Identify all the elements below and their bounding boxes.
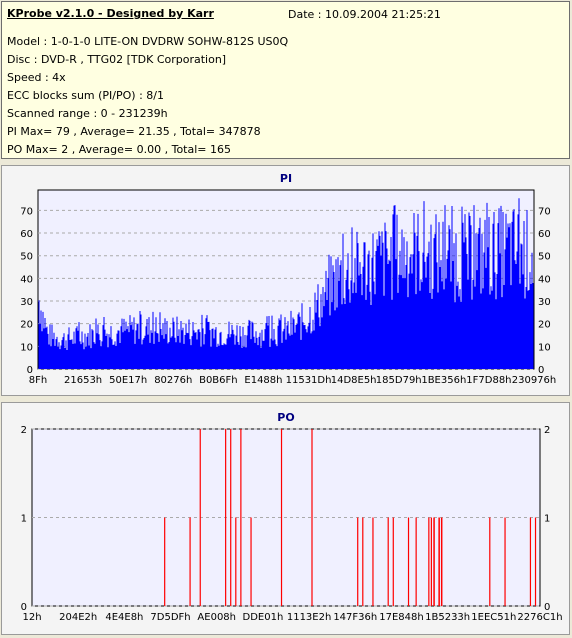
po-bar — [428, 517, 430, 606]
po-bar — [225, 429, 227, 606]
po-bar — [407, 517, 410, 606]
chart-title: PI — [280, 172, 292, 185]
x-tick-label: 185D79h — [376, 375, 422, 386]
po-bar — [372, 517, 374, 606]
pi-chart: PI 0 0 10 10 20 20 30 30 40 40 50 50 60 60 70 70 8Fh 21653… — [20, 172, 557, 386]
x-tick-label: 1F7D88h — [466, 375, 511, 386]
speed-line: Speed : 4x — [7, 71, 66, 84]
scan-date: Date : 10.09.2004 21:25:21 — [288, 8, 441, 21]
y-tick-label-left: 2 — [21, 425, 27, 436]
po-bar — [387, 517, 389, 606]
po-bar — [230, 429, 232, 606]
x-tick-label: 147F36h — [333, 612, 377, 623]
po-bar — [189, 517, 191, 606]
x-tick-label: AE008h — [197, 612, 236, 623]
po-bar — [529, 517, 532, 606]
po-bar — [235, 517, 237, 606]
po-bar — [504, 517, 506, 606]
x-tick-label: 1113E2h — [287, 612, 331, 623]
model-line: Model : 1-0-1-0 LITE-ON DVDRW SOHW-812S … — [7, 35, 289, 48]
x-tick-label: 1EEC51h — [471, 612, 516, 623]
y-tick-label-right: 2 — [544, 425, 550, 436]
y-tick-label-left: 0 — [27, 365, 33, 376]
y-tick-label-left: 20 — [20, 320, 33, 331]
x-tick-label: 14D8E5h — [331, 375, 377, 386]
po-bar — [415, 517, 417, 606]
x-tick-label: 1BE356h — [421, 375, 466, 386]
x-tick-label: E1488h — [244, 375, 282, 386]
disc-line: Disc : DVD-R , TTG02 [TDK Corporation] — [7, 53, 227, 66]
po-bar — [311, 429, 313, 606]
x-tick-label: 204E2h — [59, 612, 97, 623]
y-tick-label-left: 1 — [21, 514, 27, 525]
y-tick-label-right: 60 — [538, 229, 551, 240]
po-stats-line: PO Max= 2 , Average= 0.00 , Total= 165 — [7, 143, 231, 156]
po-bar — [250, 517, 252, 606]
y-tick-label-right: 20 — [538, 320, 551, 331]
info-panel: KProbe v2.1.0 - Designed by Karr Date : … — [1, 1, 570, 159]
y-tick-label-left: 50 — [20, 252, 33, 263]
y-tick-label-right: 10 — [538, 342, 551, 353]
y-tick-label-left: 0 — [21, 602, 27, 613]
po-bar — [489, 517, 491, 606]
pi-stats-line: PI Max= 79 , Average= 21.35 , Total= 347… — [7, 125, 261, 138]
x-tick-label: 1B5233h — [425, 612, 470, 623]
y-tick-label-right: 40 — [538, 274, 551, 285]
pi-chart-panel: PI 0 0 10 10 20 20 30 30 40 40 50 50 60 60 70 70 8Fh 21653… — [1, 165, 570, 396]
y-tick-label-right: 0 — [538, 365, 544, 376]
y-tick-label-right: 1 — [544, 514, 550, 525]
y-tick-label-left: 70 — [20, 206, 33, 217]
y-tick-label-right: 0 — [544, 602, 550, 613]
po-bar — [362, 517, 364, 606]
x-tick-label: 7D5DFh — [150, 612, 190, 623]
po-chart: PO 0 0 1 1 2 2 12h 204E2h 4E4E8h 7D5DFh AE008h DDE01… — [21, 411, 563, 623]
x-tick-label: 230976h — [512, 375, 557, 386]
po-bar — [430, 517, 432, 606]
app-title: KProbe v2.1.0 - Designed by Karr — [7, 7, 214, 20]
po-bar — [433, 517, 435, 606]
x-tick-label: 2276C1h — [517, 612, 562, 623]
po-bar — [440, 517, 443, 606]
po-bar — [199, 429, 201, 606]
x-tick-label: 8Fh — [29, 375, 47, 386]
x-tick-label: 21653h — [64, 375, 102, 386]
po-chart-panel: PO 0 0 1 1 2 2 12h 204E2h 4E4E8h 7D5DFh AE008h DDE01… — [1, 402, 570, 635]
x-tick-label: 12h — [22, 612, 41, 623]
y-tick-label-right: 50 — [538, 252, 551, 263]
ecc-line: ECC blocks sum (PI/PO) : 8/1 — [7, 89, 164, 102]
po-bar — [438, 517, 440, 606]
po-bar — [392, 517, 394, 606]
x-tick-label: 80276h — [154, 375, 192, 386]
x-tick-label: 4E4E8h — [105, 612, 143, 623]
y-tick-label-left: 40 — [20, 274, 33, 285]
x-tick-label: 17E848h — [379, 612, 423, 623]
y-tick-label-left: 60 — [20, 229, 33, 240]
y-tick-label-right: 30 — [538, 297, 551, 308]
po-bar — [357, 517, 359, 606]
x-tick-label: 11531Dh — [286, 375, 332, 386]
po-bar — [534, 517, 537, 606]
po-bar — [280, 429, 283, 606]
x-tick-label: DDE01h — [243, 612, 284, 623]
y-tick-label-left: 10 — [20, 342, 33, 353]
x-tick-label: 50E17h — [109, 375, 147, 386]
range-line: Scanned range : 0 - 231239h — [7, 107, 168, 120]
x-tick-label: B0B6Fh — [199, 375, 238, 386]
y-tick-label-left: 30 — [20, 297, 33, 308]
po-bar — [240, 429, 242, 606]
y-tick-label-right: 70 — [538, 206, 551, 217]
po-bar — [164, 517, 166, 606]
chart-title: PO — [277, 411, 294, 424]
